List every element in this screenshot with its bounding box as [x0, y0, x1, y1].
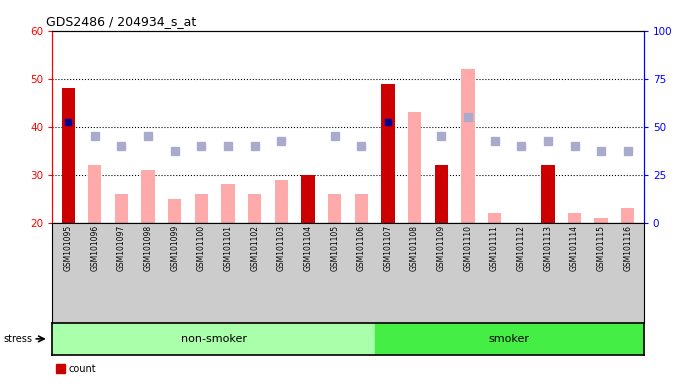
- Text: GSM101116: GSM101116: [624, 225, 632, 271]
- Bar: [301, 175, 315, 223]
- Bar: [88, 165, 102, 223]
- Text: GSM101106: GSM101106: [357, 225, 366, 271]
- Bar: [301, 175, 315, 223]
- Text: GSM101113: GSM101113: [544, 225, 553, 271]
- Bar: [328, 194, 341, 223]
- Bar: [594, 218, 608, 223]
- Bar: [221, 184, 235, 223]
- Text: GSM101102: GSM101102: [251, 225, 259, 271]
- Bar: [195, 194, 208, 223]
- Bar: [381, 84, 395, 223]
- Text: non-smoker: non-smoker: [180, 334, 246, 344]
- Bar: [488, 213, 501, 223]
- Bar: [461, 69, 475, 223]
- Bar: [375, 323, 644, 355]
- Text: GSM101097: GSM101097: [117, 225, 126, 271]
- Bar: [408, 112, 421, 223]
- Bar: [61, 88, 75, 223]
- Bar: [248, 194, 262, 223]
- Text: GSM101105: GSM101105: [330, 225, 339, 271]
- Text: GSM101100: GSM101100: [197, 225, 206, 271]
- Text: GSM101111: GSM101111: [490, 225, 499, 271]
- Bar: [434, 165, 448, 223]
- Text: GSM101109: GSM101109: [437, 225, 445, 271]
- Text: GSM101096: GSM101096: [90, 225, 100, 271]
- Text: smoker: smoker: [489, 334, 530, 344]
- Bar: [541, 165, 555, 223]
- Text: GDS2486 / 204934_s_at: GDS2486 / 204934_s_at: [46, 15, 196, 28]
- Bar: [52, 323, 375, 355]
- Bar: [275, 180, 288, 223]
- Text: GSM101107: GSM101107: [383, 225, 393, 271]
- Bar: [621, 208, 635, 223]
- Bar: [115, 194, 128, 223]
- Text: GSM101101: GSM101101: [223, 225, 232, 271]
- Bar: [168, 199, 182, 223]
- Text: GSM101114: GSM101114: [570, 225, 579, 271]
- Text: GSM101099: GSM101099: [171, 225, 180, 271]
- Bar: [568, 213, 581, 223]
- Text: GSM101112: GSM101112: [516, 225, 525, 271]
- Text: count: count: [68, 364, 96, 374]
- Text: GSM101104: GSM101104: [303, 225, 313, 271]
- Text: GSM101108: GSM101108: [410, 225, 419, 271]
- Text: GSM101095: GSM101095: [64, 225, 72, 271]
- Text: GSM101103: GSM101103: [277, 225, 286, 271]
- Text: GSM101110: GSM101110: [464, 225, 473, 271]
- Text: GSM101098: GSM101098: [143, 225, 152, 271]
- Bar: [355, 194, 368, 223]
- Bar: [141, 170, 155, 223]
- Text: GSM101115: GSM101115: [596, 225, 606, 271]
- Text: stress: stress: [3, 334, 33, 344]
